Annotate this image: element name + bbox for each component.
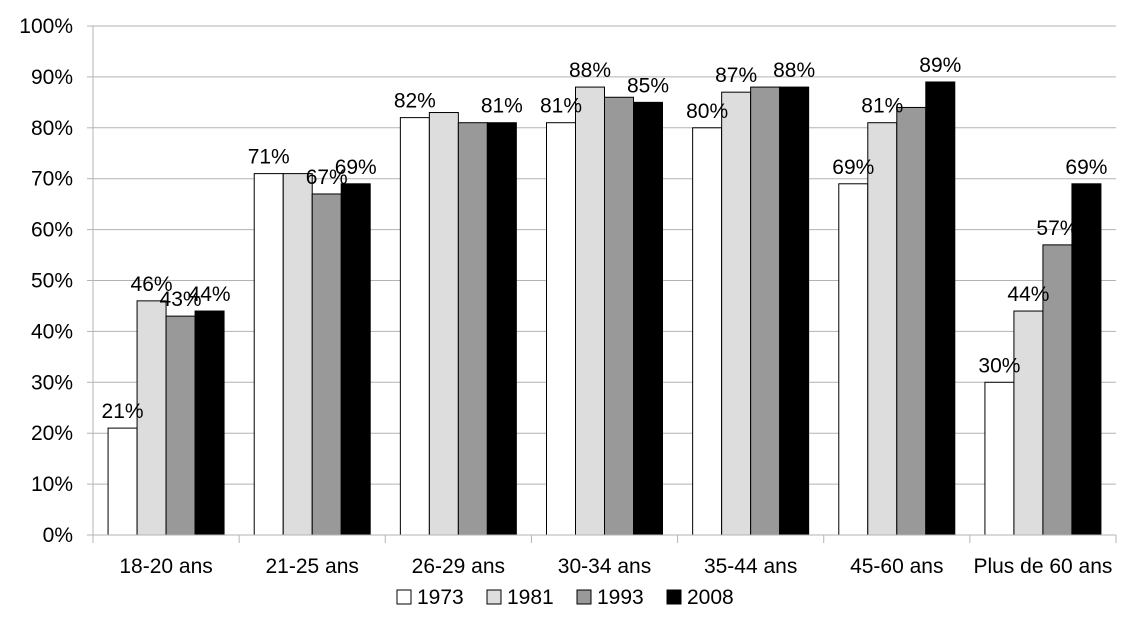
legend-swatch bbox=[666, 589, 682, 605]
data-label: 69% bbox=[832, 156, 874, 179]
bar bbox=[486, 122, 517, 536]
bar bbox=[750, 86, 781, 536]
bar bbox=[136, 300, 167, 536]
bar bbox=[165, 315, 196, 536]
y-tick-label: 30% bbox=[31, 371, 73, 394]
y-tick-label: 0% bbox=[43, 524, 73, 547]
legend-swatch bbox=[486, 589, 502, 605]
bar bbox=[721, 91, 752, 536]
bar bbox=[457, 122, 488, 536]
x-category-label: 45-60 ans bbox=[850, 555, 943, 578]
bar bbox=[253, 173, 284, 536]
bar bbox=[311, 193, 342, 536]
y-tick-label: 50% bbox=[31, 270, 73, 293]
bar bbox=[925, 81, 956, 536]
bars bbox=[107, 81, 1102, 536]
legend-label: 1993 bbox=[597, 586, 644, 609]
x-category-label: 26-29 ans bbox=[412, 555, 505, 578]
y-tick-label: 100% bbox=[19, 15, 73, 38]
data-label: 88% bbox=[569, 59, 611, 82]
data-label: 87% bbox=[715, 64, 757, 87]
data-label: 82% bbox=[394, 90, 436, 113]
y-tick-label: 40% bbox=[31, 320, 73, 343]
legend-label: 1981 bbox=[507, 586, 554, 609]
data-label: 46% bbox=[131, 273, 173, 296]
bar bbox=[194, 310, 225, 536]
y-tick-label: 10% bbox=[31, 473, 73, 496]
legend-label: 2008 bbox=[687, 586, 734, 609]
x-category-label: 30-34 ans bbox=[558, 555, 651, 578]
x-axis-categories: 18-20 ans 21-25 ans 26-29 ans 30-34 ans 35-4… bbox=[119, 555, 1112, 578]
data-label: 44% bbox=[1007, 283, 1049, 306]
x-category-label: 18-20 ans bbox=[119, 555, 212, 578]
data-label: 69% bbox=[335, 156, 377, 179]
data-label: 81% bbox=[481, 95, 523, 118]
x-category-label: 35-44 ans bbox=[704, 555, 797, 578]
data-label: 85% bbox=[627, 74, 669, 97]
bar bbox=[867, 122, 898, 536]
data-labels: 21%71%82% 81% 80%69%30%46%88% 87%81%44%43%6… bbox=[102, 54, 1108, 423]
legend-label: 1973 bbox=[417, 586, 464, 609]
y-tick-label: 90% bbox=[31, 66, 73, 89]
bar bbox=[575, 86, 605, 536]
data-label: 44% bbox=[189, 283, 231, 306]
data-label: 57% bbox=[1036, 217, 1078, 240]
data-label: 81% bbox=[861, 95, 903, 118]
data-label: 21% bbox=[102, 400, 144, 423]
data-label: 81% bbox=[540, 95, 582, 118]
bar bbox=[633, 101, 663, 536]
data-label: 88% bbox=[773, 59, 815, 82]
bar bbox=[1013, 310, 1044, 536]
x-category-label: Plus de 60 ans bbox=[973, 555, 1112, 578]
bar bbox=[984, 381, 1015, 536]
bar bbox=[838, 183, 869, 536]
bar bbox=[340, 183, 371, 536]
bar bbox=[1042, 244, 1073, 536]
data-label: 80% bbox=[686, 100, 728, 123]
legend: 1973 1981 1993 2008 bbox=[396, 586, 734, 609]
data-label: 71% bbox=[248, 146, 290, 169]
legend-swatch bbox=[576, 589, 592, 605]
bar bbox=[692, 127, 723, 536]
data-label: 69% bbox=[1065, 156, 1107, 179]
y-tick-label: 60% bbox=[31, 219, 73, 242]
bar bbox=[896, 106, 927, 536]
y-tick-label: 80% bbox=[31, 117, 73, 140]
bar bbox=[1071, 183, 1102, 536]
y-axis-ticks: 0% 10% 20% 30% 40% 50% 60% 70% 80% 90% 100% bbox=[19, 15, 93, 547]
x-category-label: 21-25 ans bbox=[266, 555, 359, 578]
legend-swatch bbox=[396, 589, 412, 605]
y-tick-label: 70% bbox=[31, 168, 73, 191]
axes bbox=[87, 26, 1117, 543]
data-label: 89% bbox=[919, 54, 961, 77]
bar bbox=[399, 117, 430, 536]
bar bbox=[107, 427, 138, 536]
bar bbox=[282, 173, 313, 536]
data-label: 30% bbox=[978, 354, 1020, 377]
bar bbox=[604, 96, 634, 536]
bar bbox=[546, 122, 576, 536]
bar bbox=[779, 86, 810, 536]
bar bbox=[428, 112, 459, 536]
data-label: 43% bbox=[160, 288, 202, 311]
data-label: 67% bbox=[306, 166, 348, 189]
y-tick-label: 20% bbox=[31, 422, 73, 445]
